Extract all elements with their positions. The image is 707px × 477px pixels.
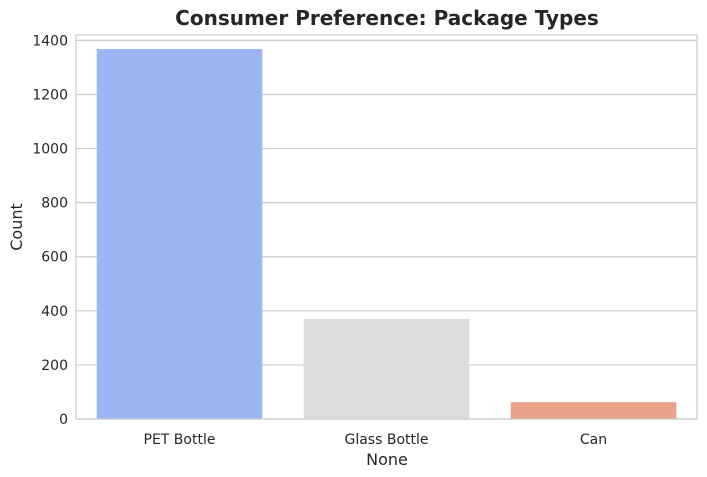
- x-tick-label: PET Bottle: [144, 432, 216, 448]
- y-tick-label: 800: [41, 196, 68, 212]
- bar: [303, 318, 470, 419]
- y-tick-label: 1400: [32, 33, 68, 49]
- y-tick-labels: 0 200 400 600 800 1000 1200 1400: [32, 33, 68, 428]
- y-axis-label: Count: [7, 203, 26, 251]
- x-tick-labels: PET Bottle Glass Bottle Can: [144, 432, 608, 448]
- bar: [96, 49, 263, 419]
- y-tick-label: 400: [41, 304, 68, 320]
- bar: [510, 402, 677, 419]
- y-tick-label: 200: [41, 358, 68, 374]
- y-tick-label: 600: [41, 250, 68, 266]
- y-tick-label: 1000: [32, 142, 68, 158]
- plot-frame: [75, 34, 698, 420]
- bars: [96, 49, 677, 419]
- x-tick-label: Glass Bottle: [344, 432, 428, 448]
- chart-title: Consumer Preference: Package Types: [175, 6, 599, 30]
- y-tick-label: 0: [59, 412, 68, 428]
- y-tick-label: 1200: [32, 87, 68, 103]
- x-tick-label: Can: [580, 432, 607, 448]
- x-axis-label: None: [366, 450, 408, 469]
